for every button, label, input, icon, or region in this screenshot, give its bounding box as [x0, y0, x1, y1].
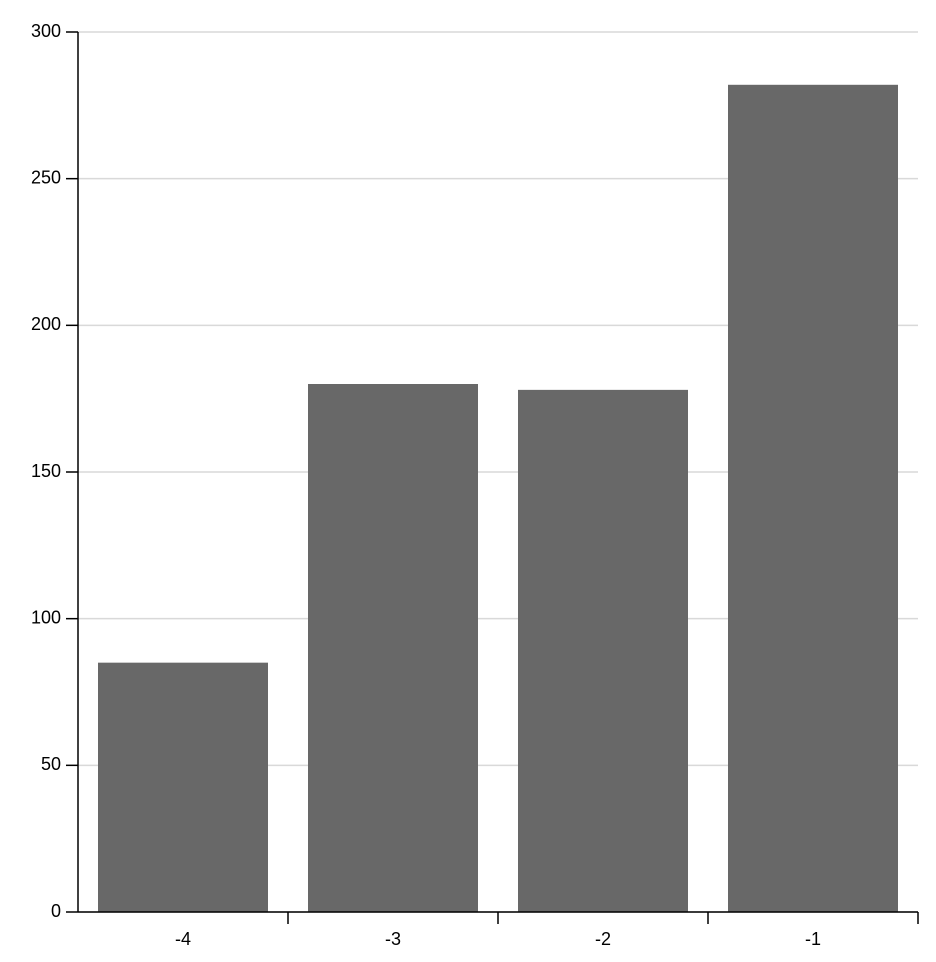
bar	[98, 662, 268, 912]
y-tick-label: 50	[41, 754, 61, 774]
bar	[728, 84, 898, 913]
y-tick-label: 150	[31, 461, 61, 481]
y-tick-label: 250	[31, 167, 61, 187]
bar	[518, 389, 688, 912]
y-tick-label: 100	[31, 607, 61, 627]
x-tick-label: -1	[805, 929, 821, 949]
y-tick-label: 0	[51, 901, 61, 921]
axes: 0 50 100 150 200 250 300 -4 -3 -2 -1	[31, 21, 919, 949]
bars	[98, 84, 898, 913]
y-tick-label: 300	[31, 21, 61, 41]
x-tick-label: -2	[595, 929, 611, 949]
bar	[308, 384, 478, 912]
x-tick-label: -4	[175, 929, 191, 949]
x-tick-label: -3	[385, 929, 401, 949]
y-tick-label: 200	[31, 314, 61, 334]
